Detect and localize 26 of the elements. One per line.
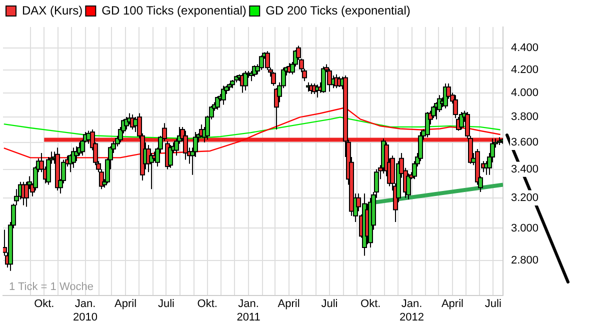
x-tick-label: Okt.: [34, 298, 54, 310]
y-tick-label: 3.600: [511, 136, 539, 148]
legend-label: DAX (Kurs): [22, 3, 83, 18]
candlestick: [271, 72, 276, 86]
x-tick-label: Juli: [321, 298, 338, 310]
y-tick-label: 2.800: [511, 254, 539, 267]
annotation: 1 Tick = 1 Woche: [9, 281, 94, 294]
y-tick-label: 3.200: [511, 192, 539, 204]
y-tick-label: 4.400: [511, 42, 539, 54]
x-tick-label: Jan. 2012: [400, 298, 424, 324]
x-tick-label: April: [278, 298, 300, 310]
x-tick-label: April: [114, 298, 137, 310]
x-tick-label: Juli: [158, 298, 174, 310]
legend-label: GD 100 Ticks (exponential): [102, 3, 246, 18]
y-tick-label: 3.000: [511, 222, 539, 234]
x-tick-label: Jan. 2010: [73, 298, 98, 324]
x-tick-label: Okt.: [360, 298, 381, 310]
y-tick-label: 3.800: [511, 110, 539, 123]
y-tick-label: 3.400: [511, 163, 539, 176]
y-tick-label: 4.000: [511, 86, 539, 99]
y-tick-label: 4.200: [511, 64, 539, 76]
x-tick-label: Juli: [484, 298, 502, 310]
x-tick-label: April: [441, 298, 464, 310]
x-tick-label: Okt.: [197, 298, 218, 310]
x-tick-label: Jan. 2011: [236, 298, 260, 324]
legend-label: GD 200 Ticks (exponential): [266, 3, 410, 18]
